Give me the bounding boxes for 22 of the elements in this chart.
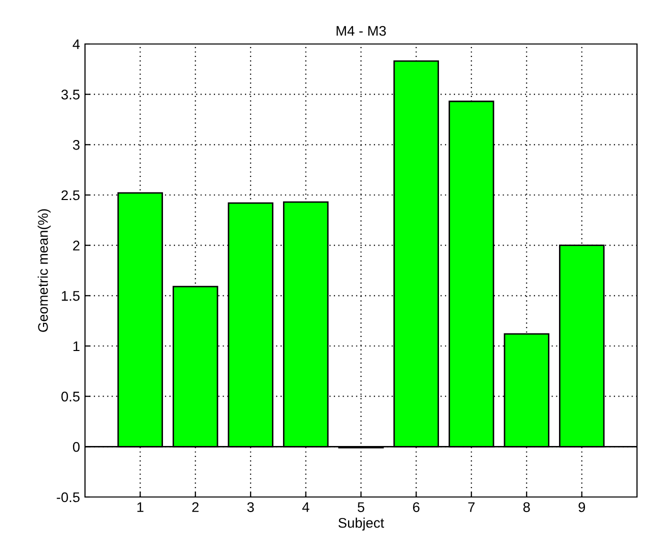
- x-tick-label: 8: [523, 502, 530, 512]
- y-tick-label: 3: [72, 140, 80, 150]
- y-tick-label: -0.5: [56, 492, 80, 502]
- y-tick-label: 3.5: [61, 90, 80, 100]
- x-tick-label: 2: [192, 502, 199, 512]
- y-tick-label: 0.5: [61, 392, 80, 402]
- x-tick-label: 4: [302, 502, 310, 512]
- y-tick-label: 1.5: [62, 291, 80, 301]
- x-axis-title: Subject: [338, 518, 384, 531]
- y-axis-title: Geometric mean(%): [38, 209, 51, 332]
- chart-title: M4 - M3: [336, 26, 386, 36]
- y-tick-label: 4: [72, 39, 80, 50]
- y-tick-label: 2.5: [62, 190, 80, 200]
- x-tick-label: 7: [468, 502, 475, 512]
- y-tick-label: 1: [73, 341, 80, 352]
- y-tick-label: 0: [72, 442, 80, 452]
- x-tick-label: 6: [413, 502, 420, 512]
- x-tick-label: 5: [358, 502, 364, 512]
- x-tick-label: 1: [137, 502, 144, 512]
- x-tick-label: 9: [578, 502, 586, 512]
- x-tick-label: 3: [247, 502, 254, 512]
- y-tick-label: 2: [73, 240, 80, 250]
